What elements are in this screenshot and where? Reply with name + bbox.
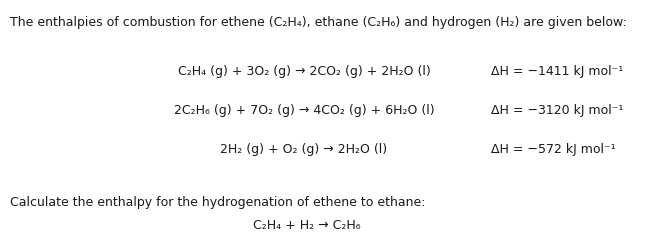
Text: ΔH = −572 kJ mol⁻¹: ΔH = −572 kJ mol⁻¹ (491, 143, 616, 156)
Text: C₂H₄ + H₂ → C₂H₆: C₂H₄ + H₂ → C₂H₆ (253, 219, 361, 232)
Text: 2C₂H₆ (g) + 7O₂ (g) → 4CO₂ (g) + 6H₂O (l): 2C₂H₆ (g) + 7O₂ (g) → 4CO₂ (g) + 6H₂O (l… (174, 104, 434, 117)
Text: The enthalpies of combustion for ethene (C₂H₄), ethane (C₂H₆) and hydrogen (H₂) : The enthalpies of combustion for ethene … (10, 16, 627, 29)
Text: 2H₂ (g) + O₂ (g) → 2H₂O (l): 2H₂ (g) + O₂ (g) → 2H₂O (l) (220, 143, 387, 156)
Text: C₂H₄ (g) + 3O₂ (g) → 2CO₂ (g) + 2H₂O (l): C₂H₄ (g) + 3O₂ (g) → 2CO₂ (g) + 2H₂O (l) (178, 65, 430, 78)
Text: ΔH = −1411 kJ mol⁻¹: ΔH = −1411 kJ mol⁻¹ (491, 65, 623, 78)
Text: ΔH = −3120 kJ mol⁻¹: ΔH = −3120 kJ mol⁻¹ (491, 104, 623, 117)
Text: Calculate the enthalpy for the hydrogenation of ethene to ethane:: Calculate the enthalpy for the hydrogena… (10, 196, 426, 208)
